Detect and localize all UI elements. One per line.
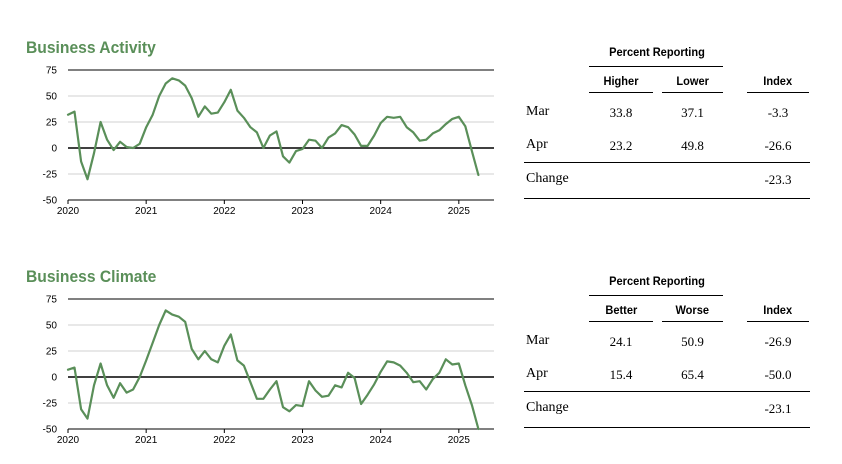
table-divider (589, 295, 723, 296)
cell-worse: 65.4 (681, 367, 704, 382)
row-label-apr: Apr (526, 137, 548, 152)
x-tick-label: 2021 (135, 435, 158, 446)
y-tick-label: -50 (43, 425, 58, 436)
cell-index: -26.9 (764, 334, 792, 349)
table-divider (747, 92, 809, 93)
x-tick-label: 2022 (213, 435, 236, 446)
table-divider (662, 92, 723, 93)
chart-title: Business Climate (26, 267, 157, 286)
y-tick-label: -50 (43, 196, 58, 207)
table-divider (524, 198, 810, 199)
row-label-change: Change (526, 400, 569, 415)
cell-lower: 37.1 (681, 105, 704, 120)
table-divider (524, 162, 810, 163)
cell-lower: 49.8 (681, 138, 704, 153)
cell-worse: 50.9 (681, 334, 704, 349)
y-tick-label: 25 (46, 118, 58, 129)
cell-better: 15.4 (609, 367, 633, 382)
row-label-apr: Apr (526, 366, 548, 381)
table-divider (589, 92, 653, 93)
column-header-better: Better (605, 303, 637, 317)
x-tick-label: 2023 (291, 206, 314, 217)
table-divider (589, 321, 653, 322)
table-divider (662, 321, 723, 322)
x-tick-label: 2025 (448, 435, 471, 446)
row-label-change: Change (526, 171, 569, 186)
y-tick-label: 50 (46, 321, 58, 332)
x-tick-label: 2023 (291, 435, 314, 446)
cell-higher: 23.2 (609, 138, 633, 153)
column-header-lower: Lower (676, 74, 709, 88)
table-divider (747, 321, 809, 322)
table-group-label: Percent Reporting (609, 45, 705, 59)
row-label-mar: Mar (526, 104, 550, 119)
column-header-higher: Higher (603, 74, 639, 88)
y-tick-label: 75 (46, 66, 58, 77)
y-tick-label: 25 (46, 347, 58, 358)
y-tick-label: 50 (46, 92, 58, 103)
y-tick-label: -25 (43, 399, 58, 410)
y-tick-label: 75 (46, 295, 58, 306)
cell-index: -23.1 (764, 401, 792, 416)
column-header-index: Index (763, 303, 793, 317)
x-tick-label: 2025 (448, 206, 471, 217)
table-divider (524, 391, 810, 392)
x-tick-label: 2020 (57, 206, 80, 217)
cell-better: 24.1 (609, 334, 633, 349)
y-tick-label: 0 (51, 144, 57, 155)
x-tick-label: 2024 (370, 435, 393, 446)
business-activity-panel: Business Activity 75 50 25 0 -25 -50 2020 2021 2… (26, 38, 810, 217)
y-tick-label: 0 (51, 373, 57, 384)
series-line (66, 77, 480, 181)
cell-index: -23.3 (764, 172, 792, 187)
business-climate-table: Percent Reporting Better Worse Index Mar… (0, 229, 842, 461)
cell-index: -50.0 (764, 367, 792, 382)
table-divider (589, 66, 723, 67)
cell-higher: 33.8 (609, 105, 633, 120)
table-divider (524, 427, 810, 428)
x-tick-label: 2022 (213, 206, 236, 217)
x-tick-label: 2021 (135, 206, 158, 217)
row-label-mar: Mar (526, 333, 550, 348)
column-header-index: Index (763, 74, 793, 88)
series-line (66, 309, 480, 431)
business-activity-table: Percent Reporting Higher Lower Index Mar… (524, 45, 810, 199)
cell-index: -3.3 (767, 105, 789, 120)
chart-title: Business Activity (26, 38, 156, 57)
business-climate-panel: Business Climate 75 50 25 0 -25 -50 2020 2021 20… (0, 229, 842, 461)
table-group-label: Percent Reporting (609, 274, 705, 288)
cell-index: -26.6 (764, 138, 792, 153)
column-header-worse: Worse (675, 303, 710, 317)
x-tick-label: 2020 (57, 435, 80, 446)
y-tick-label: -25 (43, 170, 58, 181)
x-tick-label: 2024 (370, 206, 393, 217)
